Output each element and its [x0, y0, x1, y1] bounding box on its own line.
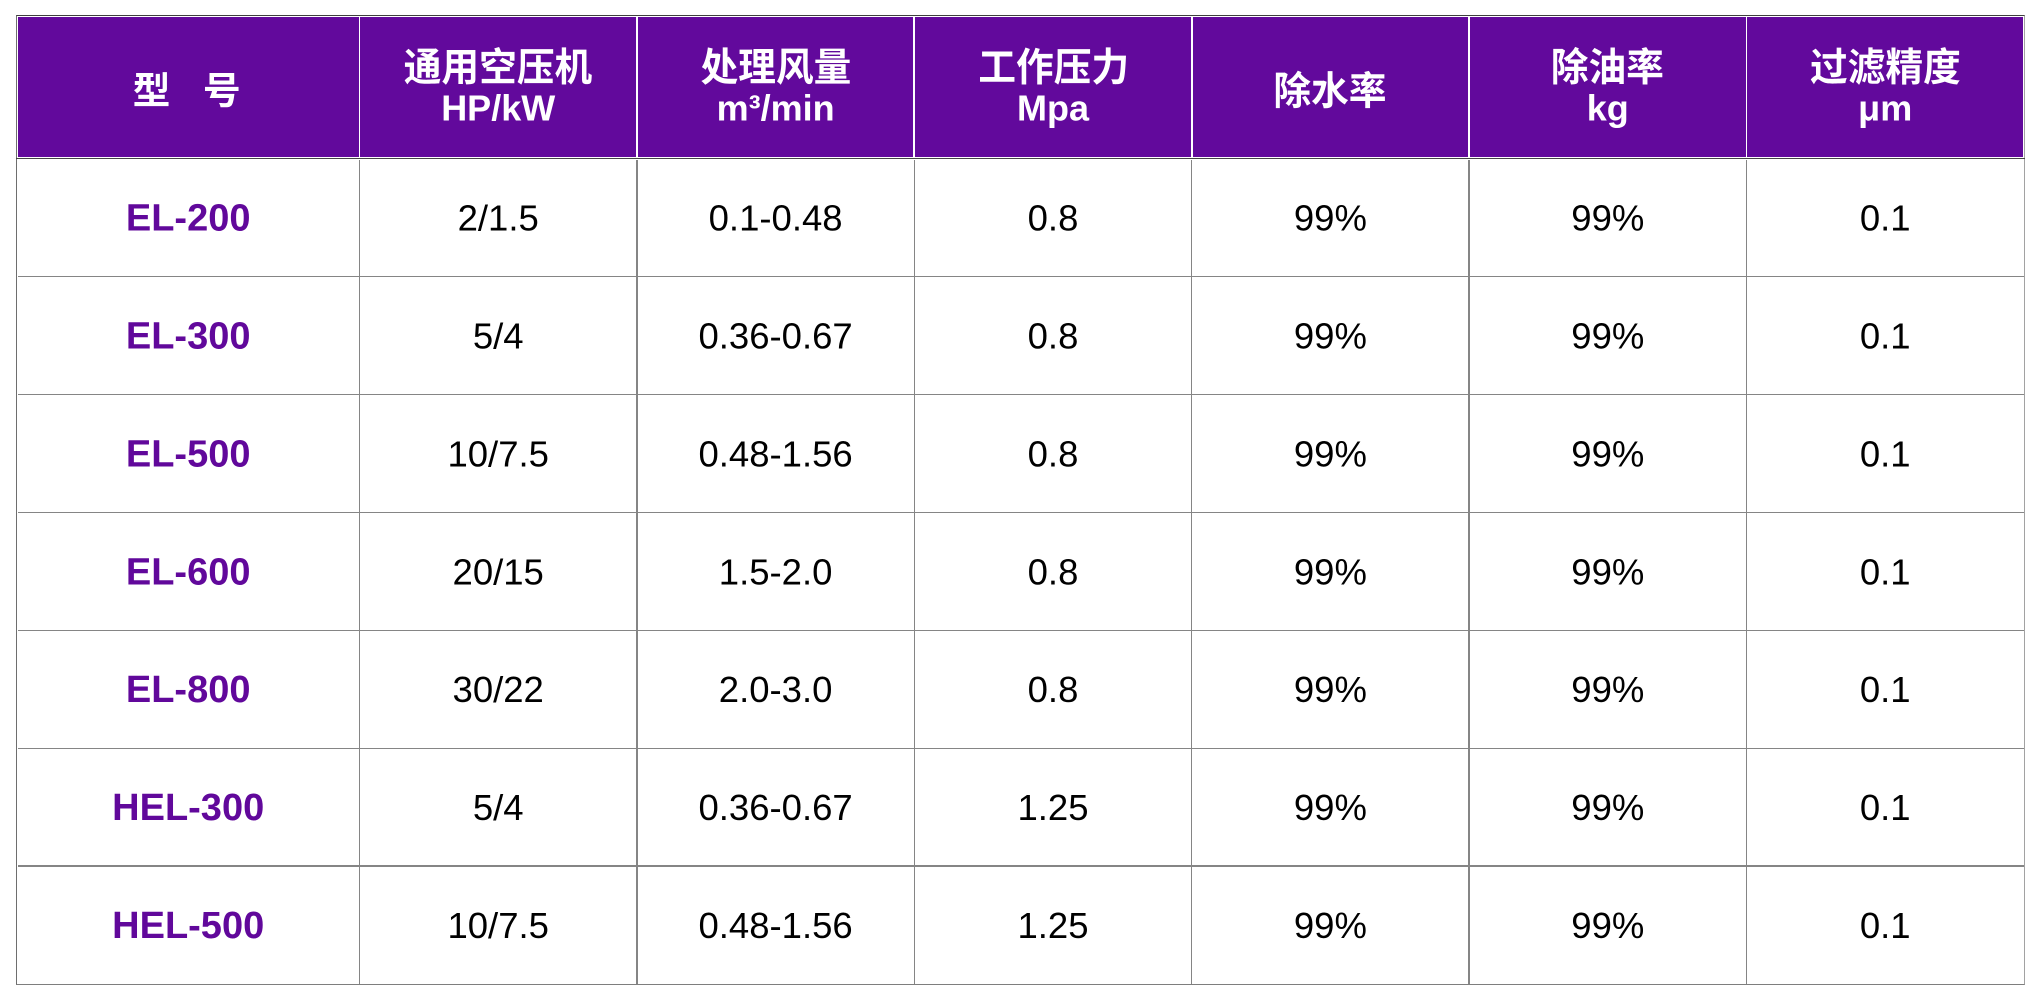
svg-text:99%: 99% — [1294, 551, 1367, 592]
svg-text:m³/min: m³/min — [717, 88, 835, 129]
svg-text:99%: 99% — [1571, 551, 1644, 592]
svg-text:99%: 99% — [1571, 669, 1644, 710]
svg-text:μm: μm — [1858, 88, 1912, 129]
svg-text:0.36-0.67: 0.36-0.67 — [698, 787, 852, 828]
svg-text:EL-200: EL-200 — [126, 198, 251, 240]
svg-text:99%: 99% — [1294, 669, 1367, 710]
svg-text:0.1: 0.1 — [1860, 669, 1911, 710]
svg-text:0.1: 0.1 — [1860, 905, 1911, 946]
svg-text:0.8: 0.8 — [1028, 433, 1079, 474]
svg-text:HEL-300: HEL-300 — [112, 787, 264, 829]
svg-text:2.0-3.0: 2.0-3.0 — [719, 669, 833, 710]
svg-text:0.8: 0.8 — [1028, 669, 1079, 710]
svg-text:99%: 99% — [1571, 315, 1644, 356]
svg-text:HP/kW: HP/kW — [441, 88, 555, 129]
svg-text:99%: 99% — [1294, 315, 1367, 356]
svg-text:1.5-2.0: 1.5-2.0 — [719, 551, 833, 592]
svg-text:0.1: 0.1 — [1860, 433, 1911, 474]
svg-text:0.48-1.56: 0.48-1.56 — [698, 433, 852, 474]
svg-text:kg: kg — [1587, 88, 1629, 129]
svg-text:99%: 99% — [1294, 787, 1367, 828]
svg-text:0.36-0.67: 0.36-0.67 — [698, 315, 852, 356]
svg-text:5/4: 5/4 — [473, 787, 524, 828]
svg-text:EL-300: EL-300 — [126, 315, 251, 357]
svg-text:0.48-1.56: 0.48-1.56 — [698, 905, 852, 946]
svg-text:0.8: 0.8 — [1028, 551, 1079, 592]
svg-text:HEL-500: HEL-500 — [112, 905, 264, 947]
svg-text:0.1: 0.1 — [1860, 315, 1911, 356]
svg-text:EL-500: EL-500 — [126, 433, 251, 475]
svg-text:0.1: 0.1 — [1860, 198, 1911, 239]
svg-text:5/4: 5/4 — [473, 315, 524, 356]
svg-text:1.25: 1.25 — [1017, 905, 1088, 946]
svg-text:0.1: 0.1 — [1860, 787, 1911, 828]
svg-text:10/7.5: 10/7.5 — [447, 905, 548, 946]
svg-text:2/1.5: 2/1.5 — [458, 198, 539, 239]
svg-text:99%: 99% — [1571, 198, 1644, 239]
svg-text:99%: 99% — [1571, 905, 1644, 946]
svg-text:20/15: 20/15 — [453, 551, 544, 592]
svg-text:0.1: 0.1 — [1860, 551, 1911, 592]
svg-text:99%: 99% — [1571, 787, 1644, 828]
svg-text:1.25: 1.25 — [1017, 787, 1088, 828]
svg-text:99%: 99% — [1294, 198, 1367, 239]
svg-text:EL-600: EL-600 — [126, 551, 251, 593]
svg-text:99%: 99% — [1294, 905, 1367, 946]
svg-text:99%: 99% — [1571, 433, 1644, 474]
svg-text:0.1-0.48: 0.1-0.48 — [709, 198, 843, 239]
svg-text:10/7.5: 10/7.5 — [447, 433, 548, 474]
svg-text:99%: 99% — [1294, 433, 1367, 474]
svg-text:30/22: 30/22 — [453, 669, 544, 710]
svg-text:EL-800: EL-800 — [126, 669, 251, 711]
svg-text:0.8: 0.8 — [1028, 198, 1079, 239]
svg-text:0.8: 0.8 — [1028, 315, 1079, 356]
svg-text:Mpa: Mpa — [1017, 88, 1090, 129]
